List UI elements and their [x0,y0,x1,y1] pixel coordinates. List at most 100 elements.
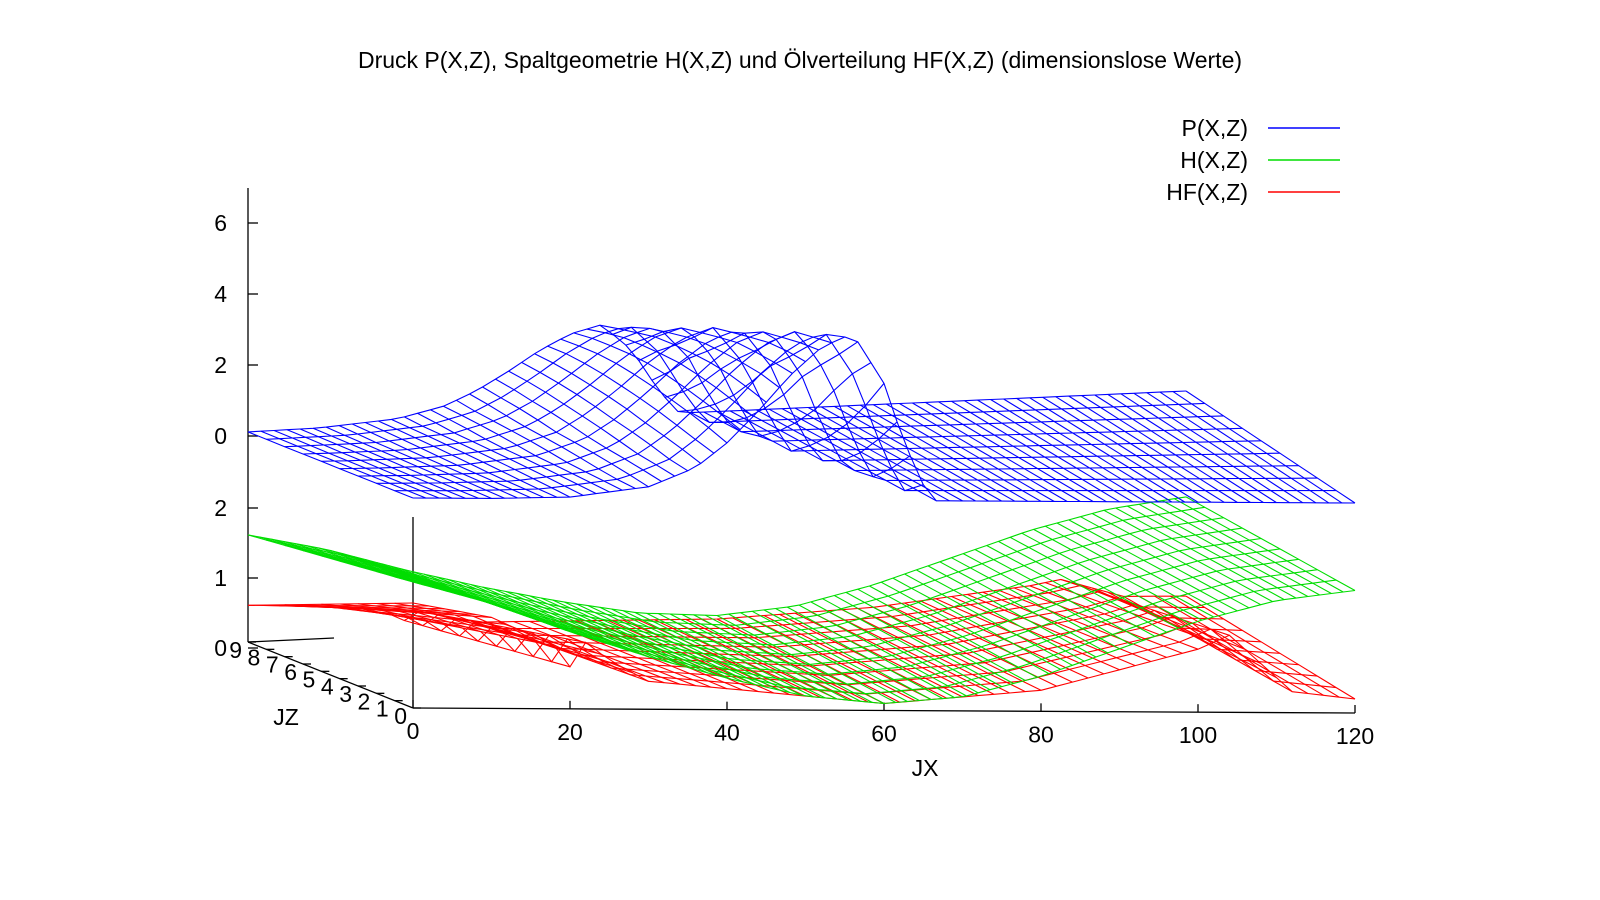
p-surface-line [325,426,492,499]
h-surface-line [962,553,1132,646]
h-surface-line [1021,532,1191,625]
hf-surface-line [748,616,916,702]
x-tick-label: 40 [714,720,740,746]
p-surface-line [820,406,989,502]
h-surface-line [294,543,461,596]
p-surface-line [299,428,466,499]
p-surface-line [729,410,898,462]
p-surface-line [1016,397,1186,503]
y-tick-label: 4 [321,674,334,700]
p-surface-line [404,416,571,498]
h-surface-line [622,610,791,693]
hf-surface-line [826,610,995,695]
h-surface-line [411,570,579,635]
h-surface-line [505,590,673,664]
y-tick-label: 5 [303,666,316,692]
p-surface-line [391,418,558,498]
h-surface-line [974,549,1144,641]
p-surface-line [1107,393,1277,504]
x-axis-label: JX [912,755,939,781]
p-surface-line [1172,391,1343,504]
p-surface-line [612,326,780,388]
hf-surface-line [841,609,1010,694]
p-surface-line [873,404,1042,502]
legend-label: HF(X,Z) [1166,179,1248,205]
h-surface-line [939,561,1108,654]
hf-surface-line [419,610,586,643]
p-surface-line [964,400,1133,503]
h-surface-line [998,540,1167,633]
h-surface-line [1162,500,1332,594]
h-surface-line [517,593,685,667]
h-surface-line [447,578,614,647]
h-surface-line [540,597,708,674]
hf-surface-mesh [247,578,1356,705]
h-surface-line [822,598,991,691]
p-surface-line [951,400,1120,503]
p-surface-line [302,327,1243,455]
p-surface-line [1068,395,1238,503]
p-surface-line [638,327,806,363]
p-surface-line [781,408,950,502]
h-surface-line [857,588,1026,681]
z-tick-label: 0 [214,423,227,449]
h-surface-line [834,595,1003,688]
p-surface-line [651,331,819,381]
h-surface-line [1174,498,1344,593]
h-surface-line [810,601,979,694]
p-surface-line [456,399,623,491]
h-surface-line [775,608,944,700]
y-tick-label: 6 [284,659,297,685]
hf-surface-line [873,606,1042,691]
p-surface-line [469,393,636,489]
h-surface-line [1080,516,1250,609]
hf-surface-line [341,607,508,626]
hf-surface-line [763,615,932,700]
h-surface-line [740,612,908,702]
h-surface-line [283,540,449,593]
hf-surface-line [326,606,492,618]
p-surface-line [482,386,649,488]
y-tick-label: 7 [266,652,279,678]
z-tick-label: 4 [214,281,227,307]
p-surface-line [534,353,702,464]
hf-surface-line [810,611,979,697]
back-floor-line [247,637,335,643]
h-surface-line [763,609,932,700]
p-surface-line [794,407,963,502]
p-surface-line [938,401,1107,503]
p-surface-mesh [247,324,1356,504]
h-surface-line [400,568,567,631]
hf-surface-line [482,621,649,682]
x-tick-label: 100 [1179,722,1217,748]
p-surface-line [977,399,1146,503]
hf-surface-line [513,621,681,685]
hf-surface-line [1013,587,1183,654]
z-tick-label: 6 [214,210,227,236]
h-surface-line [482,586,649,658]
p-surface-line [273,429,440,499]
p-surface-line [286,429,453,499]
h-surface-line [880,581,1050,675]
p-surface-line [1003,398,1173,503]
hf-surface-line [904,602,1073,683]
h-surface-line [728,613,897,703]
surfaces [247,324,1356,705]
p-surface-line [807,407,976,502]
h-surface-line [587,605,755,685]
y-tick-label: 3 [339,681,352,707]
p-surface-line [1081,395,1251,503]
p-surface-line [834,405,1003,502]
p-surface-line [677,333,845,413]
h-surface-line [916,569,1085,662]
x-tick-label: 0 [407,718,420,744]
hf-surface-line [951,595,1120,671]
h-surface-line [306,545,473,599]
x-tick-label: 120 [1336,723,1374,749]
p-surface-line [1055,396,1225,503]
p-surface-line [1094,394,1264,503]
h-surface-line [669,613,838,700]
z-tick-label: 2 [214,495,227,521]
p-surface-line [508,370,675,477]
